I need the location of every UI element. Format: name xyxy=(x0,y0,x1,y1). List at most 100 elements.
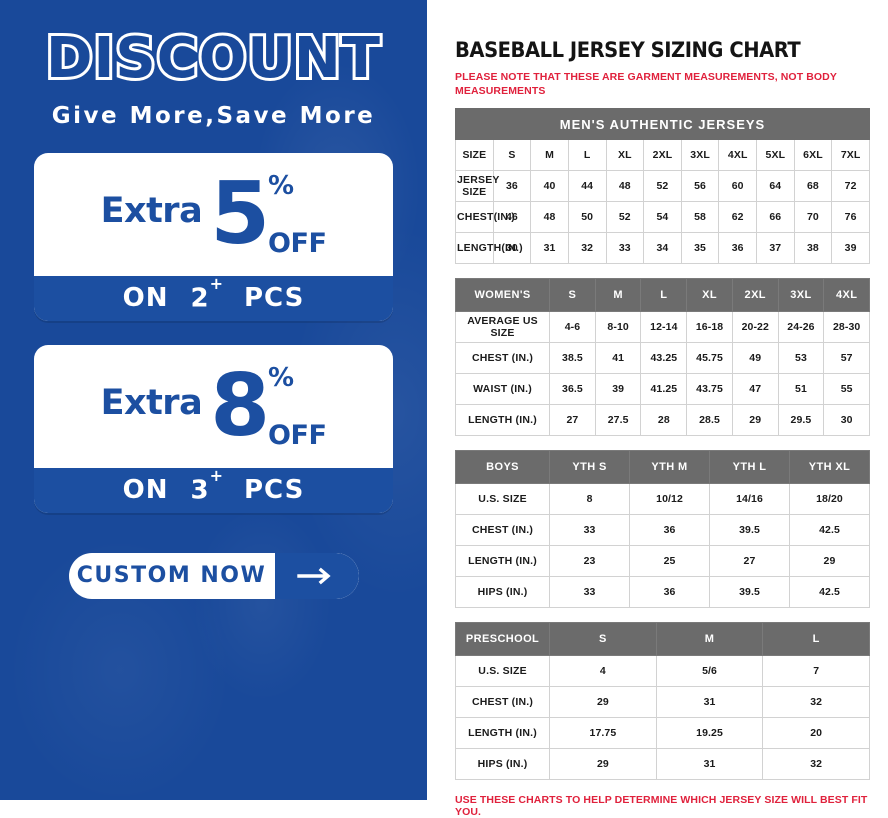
table-cell: 48 xyxy=(605,170,645,203)
sizing-table: WOMEN'S S M L XL 2XL 3XL 4XL AVERAGE US SIZE 4-6 8… xyxy=(454,278,870,437)
table-header-cell: XL xyxy=(605,139,645,172)
sizing-table: BOYS YTH S YTH M YTH L YTH XL U.S. SIZE 8 10/12… xyxy=(454,450,871,609)
table-cell: 24-26 xyxy=(777,311,825,344)
table-cell: 38 xyxy=(793,232,833,265)
sizing-table: PRESCHOOL S M L U.S. SIZE 4 5/6 7 CHEST (IN.) 29 3… xyxy=(454,622,870,781)
deal-amount: 8 xyxy=(210,355,270,456)
table-row: HIPS (IN.) 29 31 32 xyxy=(454,748,870,781)
table-cell: 58 xyxy=(680,201,720,234)
deal-card[interactable]: Extra 5 % OFF ON 2+ PCS xyxy=(34,152,393,321)
deal-on-label: ON xyxy=(122,475,169,506)
table-cell: 39.5 xyxy=(709,576,790,609)
table-cell: 23 xyxy=(549,545,631,578)
table-row: LENGTH (IN.) 17.75 19.25 20 xyxy=(454,717,870,750)
table-header-cell: S xyxy=(492,139,532,172)
sizing-tables-host: MEN'S AUTHENTIC JERSEYS SIZE S M L XL 2XL 3XL 4X… xyxy=(454,108,871,781)
table-cell: 25 xyxy=(629,545,711,578)
table-row-label: CHEST (IN.) xyxy=(454,514,551,547)
table-header-row: BOYS YTH S YTH M YTH L YTH XL xyxy=(454,450,871,485)
table-cell: 27.5 xyxy=(594,404,642,437)
deal-percent-symbol: % xyxy=(268,171,295,202)
table-row-label: LENGTH (IN.) xyxy=(454,404,551,437)
table-cell: 4 xyxy=(549,655,657,688)
table-header-cell: YTH M xyxy=(629,450,711,485)
table-cell: 51 xyxy=(777,373,825,406)
table-cell: 29 xyxy=(549,748,657,781)
table-cell: 42.5 xyxy=(788,576,871,609)
table-cell: 32 xyxy=(567,232,607,265)
table-cell: 41 xyxy=(594,342,642,375)
table-cell: 64 xyxy=(756,170,795,203)
table-row: CHEST (IN.) 29 31 32 xyxy=(454,686,870,719)
deal-qty-plus: + xyxy=(209,465,224,485)
table-cell: 10/12 xyxy=(629,483,711,516)
table-row-label: U.S. SIZE xyxy=(454,483,551,516)
table-row: U.S. SIZE 4 5/6 7 xyxy=(454,655,870,688)
table-header-cell: XL xyxy=(686,278,733,313)
table-cell: 47 xyxy=(731,373,779,406)
table-cell: 38.5 xyxy=(549,342,596,375)
table-row-label: LENGTH (IN.) xyxy=(454,717,551,750)
deal-percent-symbol: % xyxy=(268,363,295,394)
table-cell: 20 xyxy=(762,717,870,750)
table-row-label: JERSEY SIZE xyxy=(455,170,499,203)
table-row-label: LENGTH(IN.) xyxy=(455,232,523,265)
table-header-row: WOMEN'S S M L XL 2XL 3XL 4XL xyxy=(454,278,870,313)
table-banner-row: MEN'S AUTHENTIC JERSEYS xyxy=(455,108,870,141)
promo-panel: DISCOUNT Give More,Save More Extra 5 % O… xyxy=(0,0,427,800)
table-header-cell: 2XL xyxy=(643,139,682,172)
table-header-cell: S xyxy=(549,622,657,657)
table-row: CHEST (IN.) 33 36 39.5 42.5 xyxy=(454,514,871,547)
table-cell: 36.5 xyxy=(549,373,596,406)
deal-card[interactable]: Extra 8 % OFF ON 3+ PCS xyxy=(34,344,393,513)
chart-title: BASEBALL JERSEY SIZING CHART xyxy=(455,38,801,62)
deal-off-label: OFF xyxy=(268,228,327,260)
deal-extra-label: Extra xyxy=(100,383,203,424)
table-row-label: CHEST(IN.) xyxy=(455,201,515,234)
table-header-corner: SIZE xyxy=(455,139,494,172)
table-cell: 5/6 xyxy=(655,655,764,688)
table-header-corner: BOYS xyxy=(454,450,551,485)
table-row-label: CHEST (IN.) xyxy=(454,686,551,719)
table-header-cell: YTH L xyxy=(709,450,790,485)
table-header-cell: 5XL xyxy=(756,139,795,172)
table-row-label: AVERAGE US SIZE xyxy=(454,311,551,344)
table-row: LENGTH(IN.) 30 31 32 33 34 35 36 37 38 39 xyxy=(455,232,870,265)
table-cell: 20-22 xyxy=(731,311,779,344)
table-header-cell: YTH XL xyxy=(788,450,871,485)
table-row-label: CHEST (IN.) xyxy=(454,342,551,375)
table-cell: 48 xyxy=(530,201,569,234)
table-cell: 18/20 xyxy=(788,483,871,516)
table-cell: 76 xyxy=(831,201,870,234)
table-header-row: PRESCHOOL S M L xyxy=(454,622,870,657)
table-cell: 52 xyxy=(605,201,645,234)
table-header-corner: PRESCHOOL xyxy=(454,622,551,657)
sizing-chart-panel: BASEBALL JERSEY SIZING CHART PLEASE NOTE… xyxy=(427,0,888,818)
deal-condition-row: ON 2+ PCS xyxy=(34,274,393,321)
table-cell: 37 xyxy=(756,232,795,265)
table-header-cell: L xyxy=(567,139,607,172)
table-cell: 72 xyxy=(831,170,870,203)
table-cell: 28.5 xyxy=(686,404,733,437)
table-row: LENGTH (IN.) 27 27.5 28 28.5 29 29.5 30 xyxy=(454,404,870,437)
table-header-cell: 7XL xyxy=(831,139,870,172)
deal-pcs-label: PCS xyxy=(244,475,305,506)
table-row-label: U.S. SIZE xyxy=(454,655,551,688)
table-cell: 27 xyxy=(549,404,596,437)
table-cell: 27 xyxy=(709,545,790,578)
table-header-cell: YTH S xyxy=(549,450,631,485)
table-cell: 62 xyxy=(718,201,757,234)
deal-extra-label: Extra xyxy=(100,191,203,232)
table-cell: 36 xyxy=(629,514,711,547)
table-cell: 14/16 xyxy=(709,483,790,516)
table-cell: 4-6 xyxy=(549,311,596,344)
custom-now-button[interactable]: CUSTOM NOW xyxy=(68,552,359,599)
table-header-row: SIZE S M L XL 2XL 3XL 4XL 5XL 6XL 7XL xyxy=(455,139,870,172)
table-row: WAIST (IN.) 36.5 39 41.25 43.75 47 51 55 xyxy=(454,373,870,406)
deal-amount-row: Extra 8 % OFF xyxy=(34,345,393,468)
table-cell: 29.5 xyxy=(777,404,825,437)
table-cell: 60 xyxy=(718,170,757,203)
table-cell: 17.75 xyxy=(549,717,657,750)
table-row: U.S. SIZE 8 10/12 14/16 18/20 xyxy=(454,483,871,516)
table-cell: 36 xyxy=(629,576,711,609)
